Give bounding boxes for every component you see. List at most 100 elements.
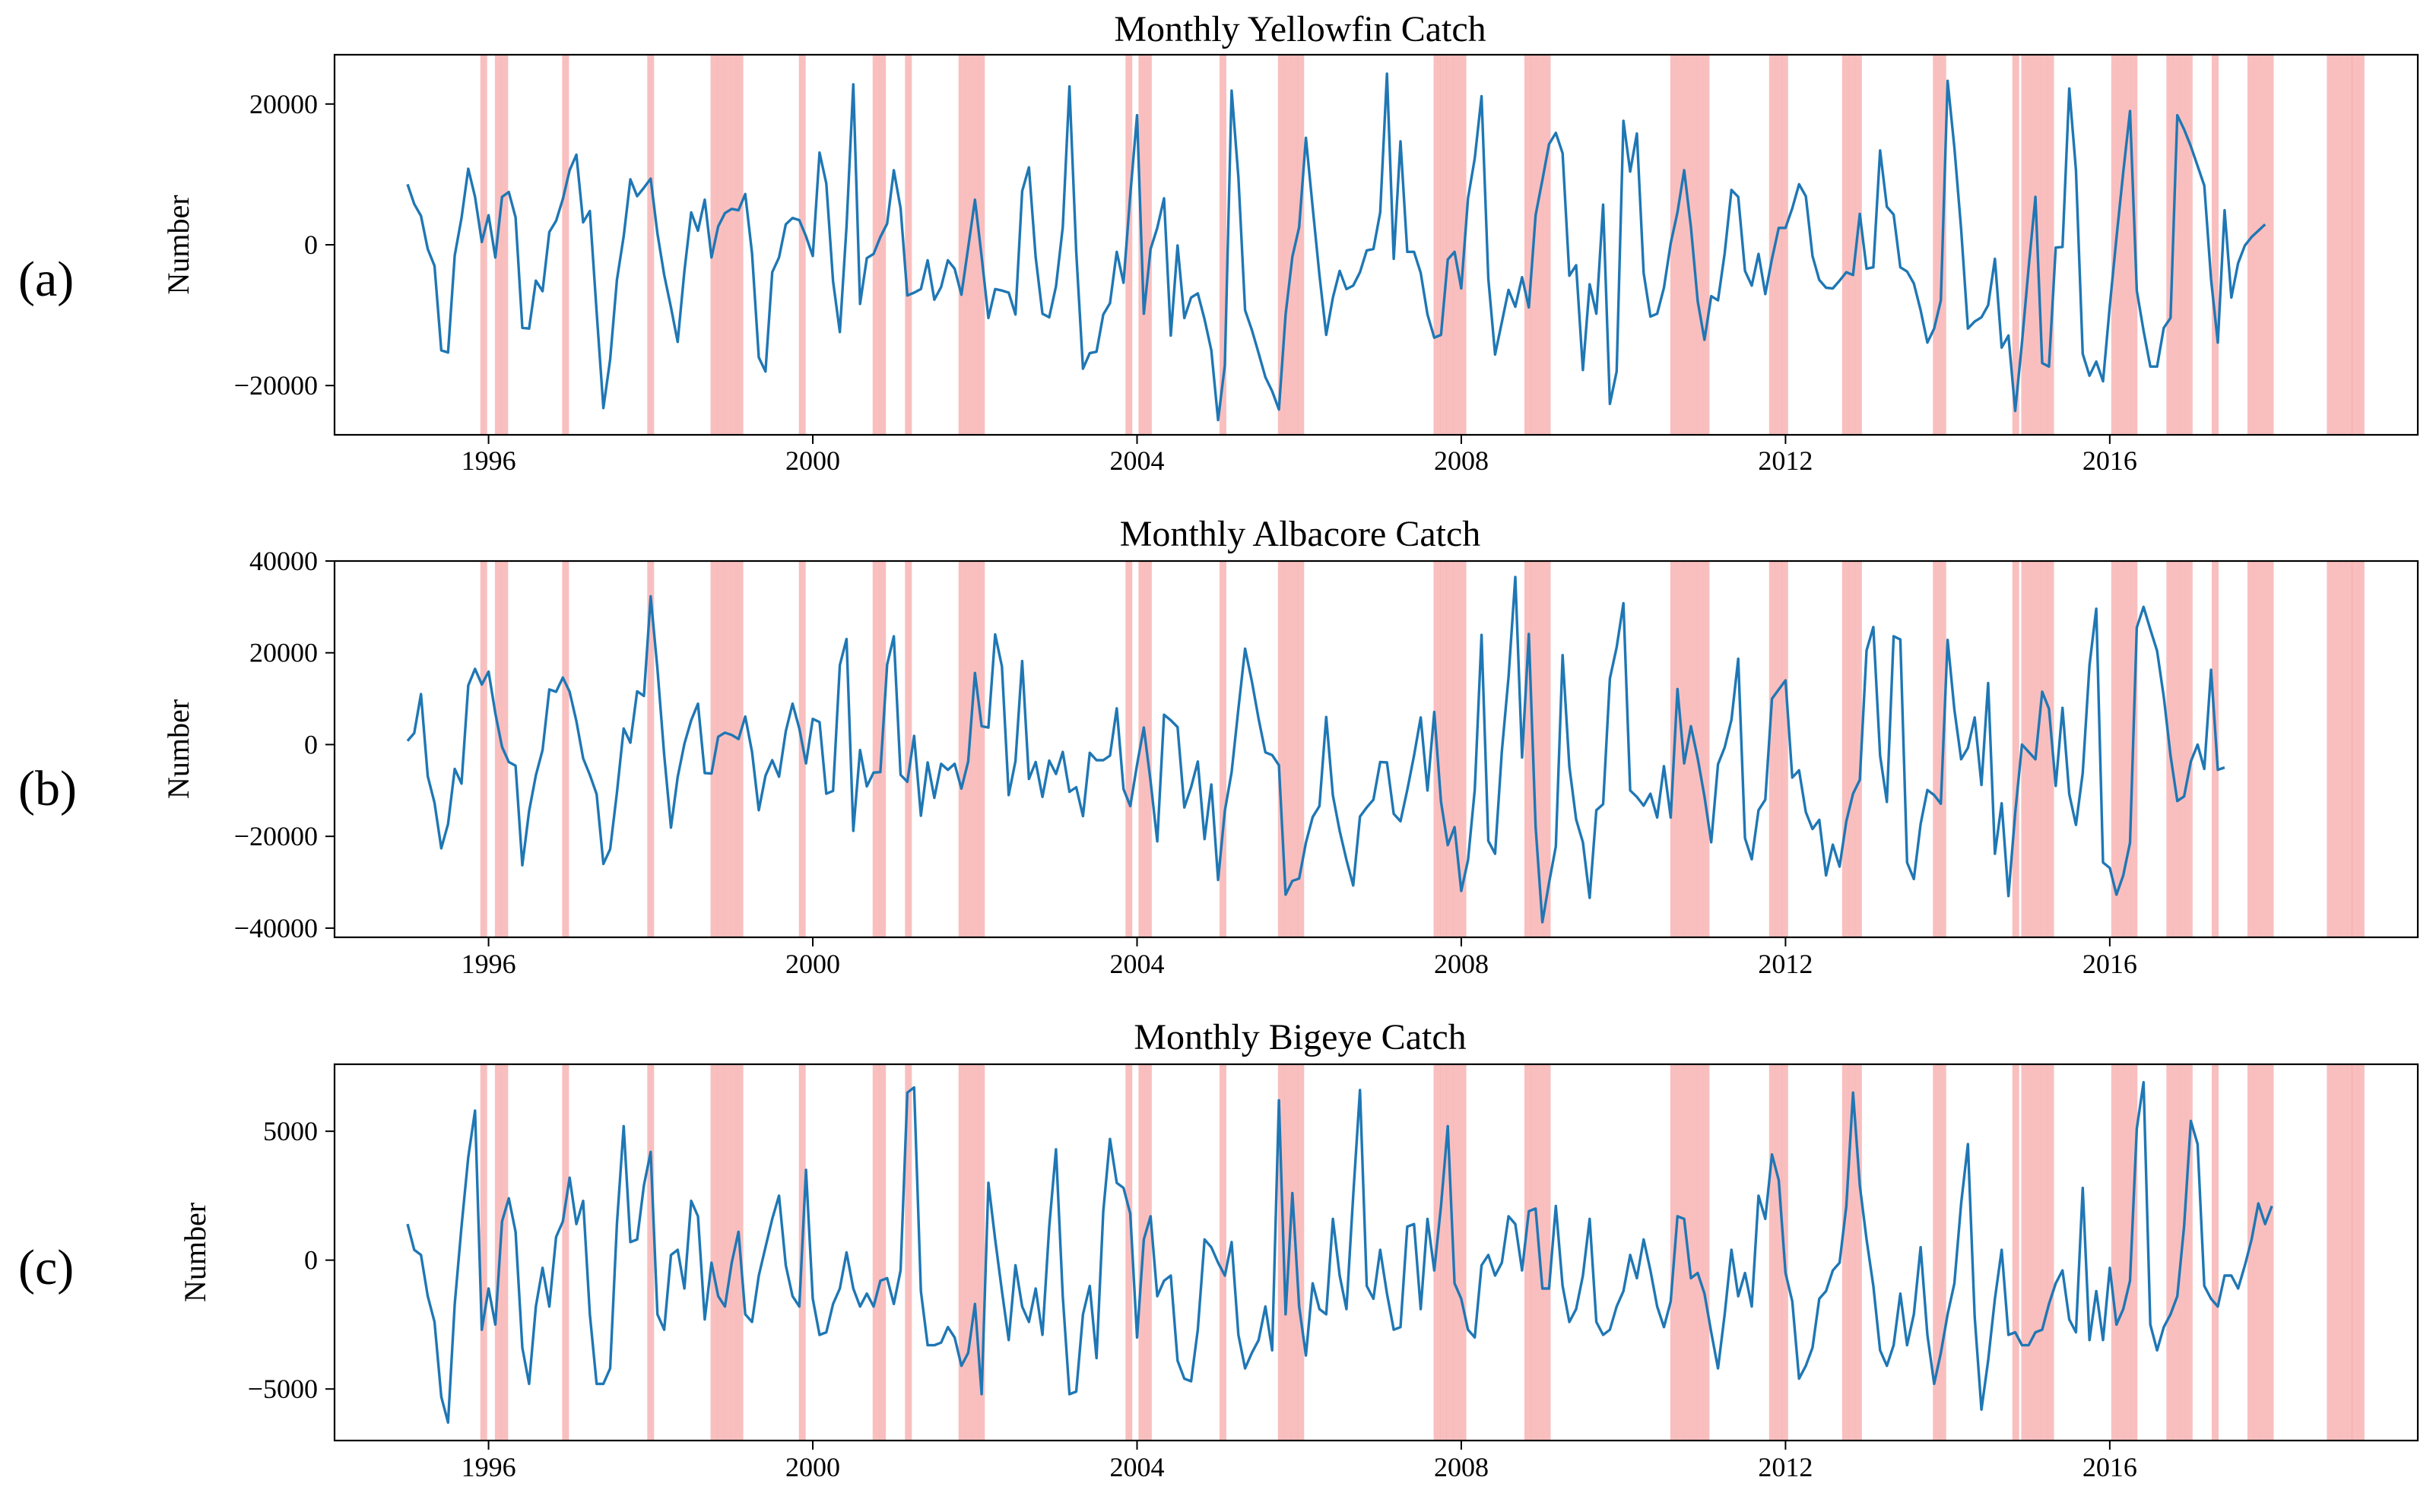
highlight-band <box>2041 561 2048 937</box>
x-tick-label: 2000 <box>785 1452 840 1482</box>
highlight-band <box>1702 1064 1710 1441</box>
series-line-bigeye <box>406 1080 2273 1425</box>
yellowfin-catch-chart: 1996 2000 2004 2008 2012 2016 −20000 0 20000 Mont… <box>161 9 2419 476</box>
highlight-band <box>723 1064 731 1441</box>
highlight-band <box>501 561 509 937</box>
highlight-band <box>1433 55 1441 435</box>
y-tick-label: 20000 <box>249 638 318 668</box>
highlight-band <box>2327 55 2334 435</box>
highlight-band <box>1676 1064 1684 1441</box>
x-tick-label: 2016 <box>2082 1452 2137 1482</box>
highlight-band <box>971 1064 979 1441</box>
highlight-band <box>1683 1064 1690 1441</box>
highlight-band <box>1683 55 1690 435</box>
x-tick-label: 1996 <box>462 1452 516 1482</box>
y-tick-label: −5000 <box>248 1374 318 1404</box>
highlight-band <box>1676 561 1684 937</box>
highlight-band <box>480 1064 487 1441</box>
highlight-band <box>1768 561 1776 937</box>
highlight-band <box>1453 1064 1460 1441</box>
x-tick-label: 2016 <box>2082 949 2137 979</box>
highlight-band <box>1524 55 1531 435</box>
highlight-band <box>2027 1064 2035 1441</box>
highlight-band <box>1689 561 1697 937</box>
highlight-band <box>905 561 912 937</box>
x-tick-label: 2012 <box>1758 949 1813 979</box>
highlight-band <box>2179 561 2187 937</box>
highlight-band <box>2166 55 2174 435</box>
highlight-band <box>879 1064 887 1441</box>
y-tick-label: 5000 <box>263 1116 318 1146</box>
highlight-band <box>1670 55 1677 435</box>
panel-label-b: (b) <box>18 761 77 816</box>
highlight-band <box>958 1064 966 1441</box>
highlight-band <box>647 561 655 937</box>
highlight-band <box>2357 55 2365 435</box>
highlight-band <box>2012 561 2019 937</box>
highlight-band <box>905 55 912 435</box>
highlight-band <box>1297 55 1305 435</box>
chart-title: Monthly Bigeye Catch <box>1134 1017 1466 1057</box>
highlight-band <box>2117 55 2125 435</box>
highlight-band <box>1854 55 1862 435</box>
highlight-band <box>2021 1064 2029 1441</box>
highlight-band <box>2117 1064 2125 1441</box>
highlight-band <box>1854 561 1862 937</box>
highlight-band <box>2034 1064 2041 1441</box>
highlight-band <box>2254 561 2261 937</box>
highlight-band <box>2130 1064 2138 1441</box>
highlight-band <box>1290 1064 1298 1441</box>
highlight-band <box>1702 55 1710 435</box>
highlight-band <box>1768 55 1776 435</box>
highlight-band <box>717 55 724 435</box>
highlight-band <box>2012 55 2019 435</box>
highlight-band <box>1453 55 1460 435</box>
highlight-band <box>494 55 502 435</box>
highlight-band <box>710 1064 718 1441</box>
highlight-band <box>2012 1064 2019 1441</box>
highlight-band <box>1841 561 1849 937</box>
highlight-band <box>1775 55 1783 435</box>
highlight-band <box>1138 561 1146 937</box>
series-line-yellowfin <box>406 72 2266 422</box>
highlight-band <box>1459 1064 1467 1441</box>
plot-frame <box>333 1063 2419 1442</box>
highlight-band <box>1537 55 1544 435</box>
highlight-band <box>798 55 806 435</box>
highlight-band <box>2346 1064 2353 1441</box>
highlight-band <box>2179 55 2187 435</box>
x-tick-label: 2004 <box>1109 1452 1164 1482</box>
highlight-band <box>1459 561 1467 937</box>
highlight-band <box>1440 1064 1447 1441</box>
albacore-catch-chart: 1996 2000 2004 2008 2012 2016 −40000 −20000 0 200… <box>161 514 2419 979</box>
highlight-band <box>1781 561 1788 937</box>
highlight-band <box>647 55 655 435</box>
highlight-band <box>2166 1064 2174 1441</box>
x-tick-label: 2000 <box>785 949 840 979</box>
highlight-band <box>2346 561 2353 937</box>
highlight-band <box>2027 561 2035 937</box>
highlight-band <box>2254 55 2261 435</box>
highlight-band <box>1144 1064 1152 1441</box>
highlight-band <box>1531 561 1538 937</box>
highlight-band <box>1446 561 1454 937</box>
highlight-band <box>1543 561 1551 937</box>
highlight-band <box>723 561 731 937</box>
y-axis-label: Number <box>161 699 195 799</box>
highlight-band <box>2351 55 2358 435</box>
highlight-band <box>1537 561 1544 937</box>
highlight-band <box>1543 55 1551 435</box>
highlight-band <box>2124 561 2131 937</box>
highlight-band <box>1841 55 1849 435</box>
highlight-band <box>2339 1064 2347 1441</box>
highlight-band <box>2260 1064 2267 1441</box>
highlight-band <box>1459 55 1467 435</box>
x-tick-label: 2008 <box>1434 1452 1489 1482</box>
highlight-band <box>2172 561 2180 937</box>
highlight-band <box>978 1064 985 1441</box>
highlight-band <box>2185 561 2193 937</box>
highlight-band <box>717 1064 724 1441</box>
highlight-band <box>1220 561 1226 937</box>
highlight-band <box>1933 1064 1940 1441</box>
highlight-band <box>562 561 569 937</box>
